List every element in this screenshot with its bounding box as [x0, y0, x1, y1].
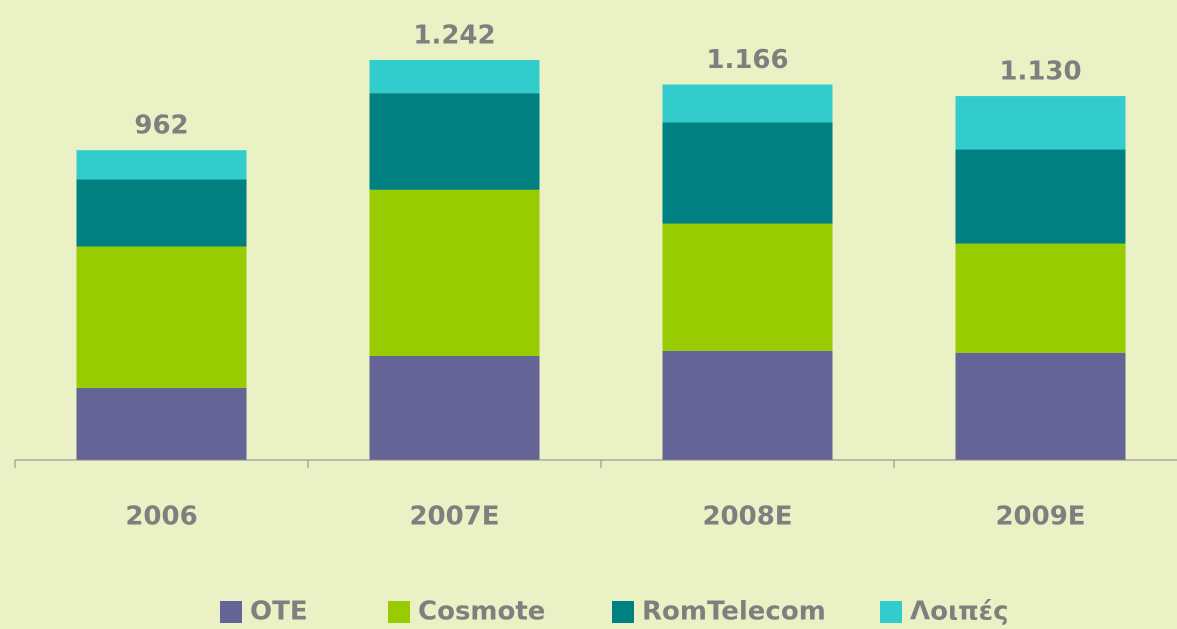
- bar-segment: [662, 350, 833, 460]
- x-tick-label: 2008E: [702, 502, 792, 532]
- legend-label: OTE: [250, 597, 308, 627]
- legend-swatch: [220, 601, 242, 623]
- x-tick-label: 2009E: [995, 502, 1085, 532]
- x-tick-label: 2006: [125, 502, 197, 532]
- legend-label: Λοιπές: [910, 597, 1009, 627]
- bar-segment: [662, 84, 833, 123]
- bar-segment: [662, 223, 833, 351]
- bar-segment: [369, 60, 540, 94]
- bar-segment: [955, 243, 1126, 353]
- bar-segment: [369, 189, 540, 356]
- legend-label: Cosmote: [418, 597, 545, 627]
- total-label: 962: [134, 111, 188, 141]
- bar-segment: [369, 93, 540, 190]
- total-label: 1.166: [706, 45, 788, 75]
- bar-segment: [955, 96, 1126, 150]
- bar-segment: [76, 387, 247, 460]
- bar-segment: [76, 179, 247, 247]
- bar-segment: [369, 355, 540, 460]
- total-label: 1.130: [999, 57, 1081, 87]
- total-label: 1.242: [413, 21, 495, 51]
- bar-segment: [76, 150, 247, 180]
- x-tick-label: 2007E: [409, 502, 499, 532]
- legend-swatch: [388, 601, 410, 623]
- bar-segment: [662, 122, 833, 224]
- legend-swatch: [612, 601, 634, 623]
- legend-swatch: [880, 601, 902, 623]
- bar-segment: [955, 149, 1126, 244]
- legend-label: RomTelecom: [642, 597, 826, 627]
- bar-segment: [955, 352, 1126, 460]
- bar-segment: [76, 246, 247, 388]
